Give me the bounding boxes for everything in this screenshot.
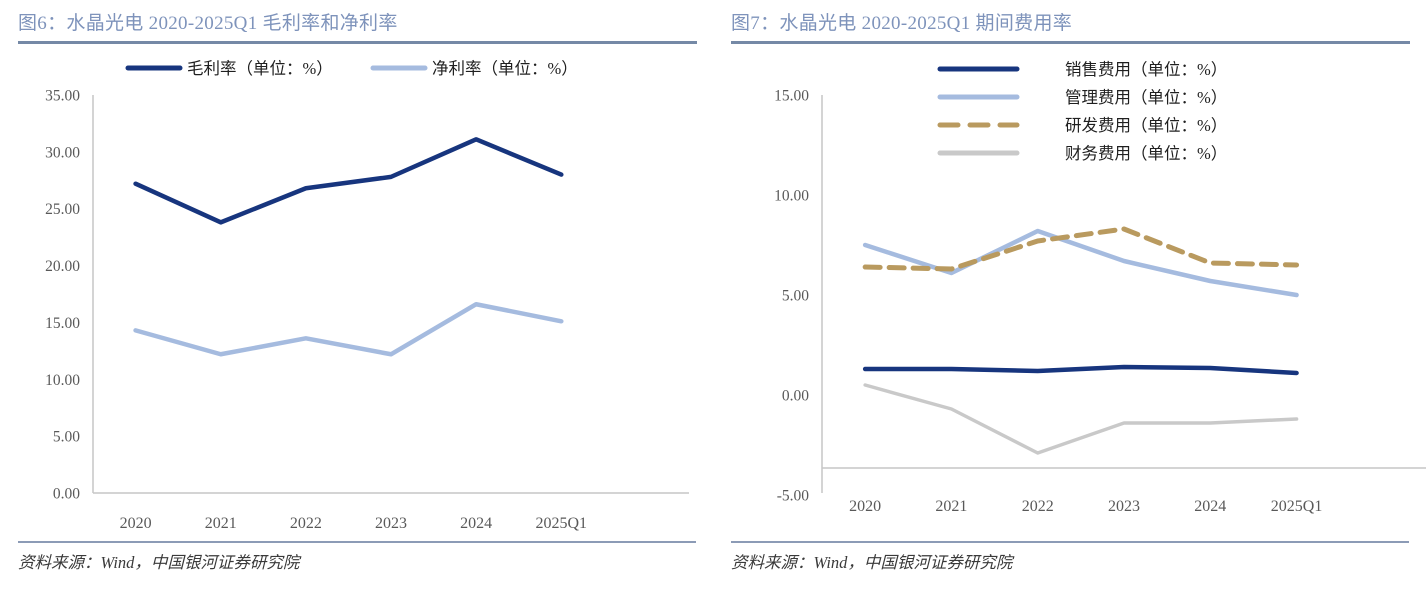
figure-6-source-note: 资料来源：Wind，中国银河证券研究院 bbox=[18, 553, 300, 572]
x-axis-category-label: 2025Q1 bbox=[1271, 498, 1323, 515]
figure-6-footer-divider bbox=[18, 541, 696, 543]
y-axis-tick-label: 5.00 bbox=[53, 429, 80, 446]
y-axis-tick-label: 0.00 bbox=[782, 388, 809, 405]
series-line bbox=[862, 364, 1299, 376]
x-axis-category-label: 2022 bbox=[290, 515, 322, 532]
y-axis-tick-label: 10.00 bbox=[774, 188, 809, 205]
x-axis-category-label: 2024 bbox=[460, 515, 492, 532]
y-axis-tick-label: -5.00 bbox=[777, 488, 810, 505]
figure-6-title: 图6：水晶光电 2020-2025Q1 毛利率和净利率 bbox=[18, 13, 398, 34]
y-axis-tick-label: 20.00 bbox=[45, 258, 80, 275]
figure-7-title: 图7：水晶光电 2020-2025Q1 期间费用率 bbox=[731, 13, 1073, 34]
margin-line-chart: 35.00 30.00 25.00 20.00 15.00 10.00 5.00 0.00 20… bbox=[45, 59, 689, 532]
y-axis-tick-label: 30.00 bbox=[45, 144, 80, 161]
figure-6-panel: 图6：水晶光电 2020-2025Q1 毛利率和净利率 35.00 30.00 25… bbox=[18, 13, 697, 572]
x-axis-category-label: 2021 bbox=[205, 515, 237, 532]
legend-label: 研发费用（单位：%） bbox=[1065, 116, 1227, 135]
y-axis-tick-label: 15.00 bbox=[45, 315, 80, 332]
x-axis-category-label: 2020 bbox=[849, 498, 881, 515]
series-line bbox=[863, 383, 1299, 455]
y-axis-tick-label: 5.00 bbox=[782, 288, 809, 305]
x-axis-category-label: 2025Q1 bbox=[536, 515, 588, 532]
legend-label: 毛利率（单位：%） bbox=[187, 59, 333, 78]
legend-label: 净利率（单位：%） bbox=[432, 59, 578, 78]
y-axis-tick-label: 15.00 bbox=[774, 88, 809, 105]
y-axis-tick-label: 10.00 bbox=[45, 372, 80, 389]
x-axis-category-label: 2022 bbox=[1022, 498, 1054, 515]
figure-6-title-divider bbox=[18, 41, 697, 44]
legend-label: 管理费用（单位：%） bbox=[1065, 88, 1227, 107]
figure-7-title-divider bbox=[731, 41, 1410, 44]
legend-label: 财务费用（单位：%） bbox=[1065, 144, 1227, 163]
figure-7-footer-divider bbox=[731, 541, 1409, 543]
y-axis-tick-label: 35.00 bbox=[45, 88, 80, 105]
series-line bbox=[862, 228, 1299, 298]
x-axis-category-label: 2021 bbox=[935, 498, 967, 515]
x-axis-category-label: 2024 bbox=[1194, 498, 1226, 515]
expense-line-chart: 15.00 10.00 5.00 0.00 -5.00 2020 2021 2022 2023 2… bbox=[774, 60, 1426, 515]
series-line bbox=[862, 226, 1300, 272]
legend-label: 销售费用（单位：%） bbox=[1065, 60, 1227, 79]
x-axis-category-label: 2020 bbox=[120, 515, 152, 532]
series-line bbox=[133, 301, 564, 357]
series-line bbox=[133, 137, 564, 225]
figure-7-panel: 图7：水晶光电 2020-2025Q1 期间费用率 15.00 10.00 5.00… bbox=[713, 0, 1426, 589]
x-axis-category-label: 2023 bbox=[375, 515, 407, 532]
y-axis-tick-label: 25.00 bbox=[45, 201, 80, 218]
figure-7-source-note: 资料来源：Wind，中国银河证券研究院 bbox=[731, 553, 1013, 572]
y-axis-tick-label: 0.00 bbox=[53, 486, 80, 503]
x-axis-category-label: 2023 bbox=[1108, 498, 1140, 515]
